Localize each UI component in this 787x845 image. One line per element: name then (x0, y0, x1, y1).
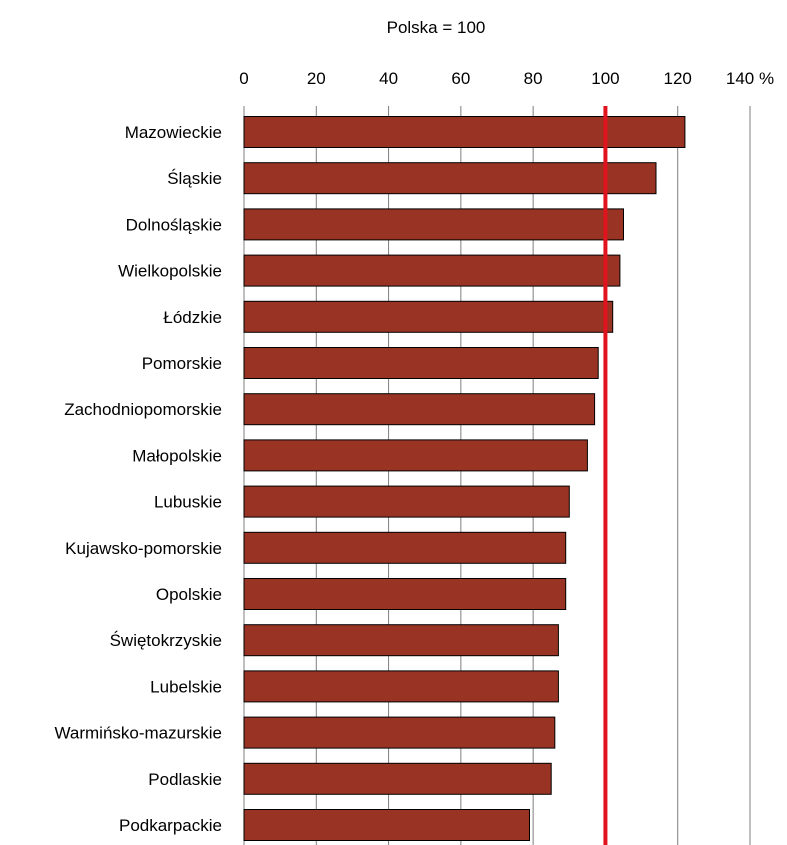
bar-14 (243, 762, 552, 795)
category-labels: Mazowieckie Śląskie Dolnośląskie Wielkopols… (54, 123, 222, 835)
bar-1 (243, 162, 657, 195)
bar-11 (243, 624, 559, 657)
chart-subtitle: Polska = 100 (387, 18, 486, 37)
bar-5 (243, 347, 599, 379)
bar-13 (243, 716, 556, 749)
category-label-3: Wielkopolskie (118, 262, 222, 281)
category-label-8: Lubuskie (154, 493, 222, 512)
x-tick-label-80: 80 (524, 69, 543, 88)
category-label-15: Podkarpackie (119, 816, 222, 835)
x-axis-tick-labels: 0 20 40 60 80 100 120 140 % (239, 69, 774, 88)
x-tick-label-100: 100 (591, 69, 619, 88)
category-label-13: Warmińsko-mazurskie (54, 724, 222, 743)
bar-12 (243, 670, 559, 703)
bar-8 (243, 485, 570, 518)
x-tick-label-120: 120 (664, 69, 692, 88)
bar-4 (243, 300, 614, 333)
x-tick-label-140: 140 % (726, 69, 774, 88)
bar-7 (243, 439, 588, 472)
category-label-7: Małopolskie (132, 446, 222, 465)
category-label-12: Lubelskie (150, 677, 222, 696)
category-label-4: Łódzkie (163, 308, 222, 327)
bar-15 (243, 809, 530, 841)
x-tick-label-20: 20 (307, 69, 326, 88)
x-tick-label-60: 60 (451, 69, 470, 88)
category-label-11: Świętokrzyskie (110, 631, 222, 650)
x-tick-label-0: 0 (239, 69, 248, 88)
bar-6 (243, 393, 596, 426)
bar-10 (243, 578, 567, 610)
category-label-10: Opolskie (156, 585, 222, 604)
category-label-6: Zachodniopomorskie (64, 400, 222, 419)
x-tick-label-40: 40 (379, 69, 398, 88)
category-label-14: Podlaskie (148, 770, 222, 789)
category-label-1: Śląskie (167, 169, 222, 188)
category-label-9: Kujawsko-pomorskie (65, 539, 222, 558)
bars (243, 116, 686, 841)
category-label-0: Mazowieckie (125, 123, 222, 142)
bar-2 (243, 208, 624, 241)
category-label-2: Dolnośląskie (126, 215, 222, 234)
bar-9 (243, 531, 567, 564)
bar-0 (243, 116, 686, 148)
category-label-5: Pomorskie (142, 354, 222, 373)
bar-3 (243, 254, 621, 287)
